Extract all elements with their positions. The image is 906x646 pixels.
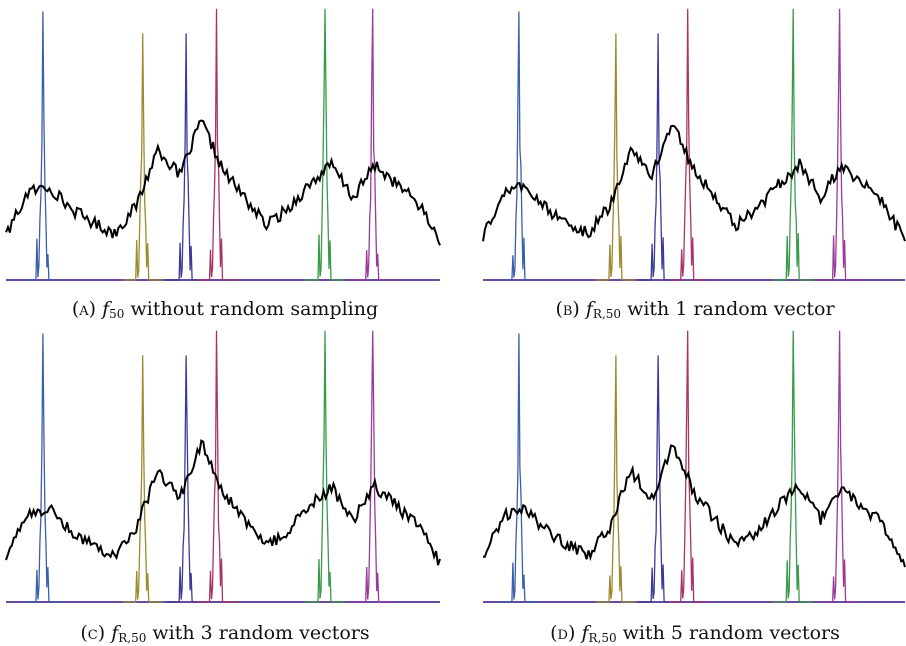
- caption-a: (a) f50 without random sampling: [71, 298, 379, 321]
- peak-indigo: [166, 33, 207, 281]
- peak-green: [304, 8, 345, 281]
- peak-magenta: [819, 8, 860, 281]
- peak-olive: [122, 33, 163, 281]
- peak-blue: [22, 333, 63, 603]
- peak-blue: [498, 333, 539, 603]
- panel-b: [482, 4, 906, 284]
- peak-crimson: [196, 8, 237, 281]
- peak-indigo: [166, 355, 207, 603]
- peak-olive: [595, 355, 636, 603]
- panel-d-plot: [483, 330, 906, 603]
- peak-magenta: [819, 330, 860, 603]
- caption-c: (c) fR,50 with 3 random vectors: [80, 622, 370, 645]
- peak-crimson: [196, 330, 237, 603]
- caption-b: (b) fR,50 with 1 random vector: [555, 298, 835, 321]
- peak-crimson: [667, 8, 708, 281]
- peak-crimson: [667, 330, 708, 603]
- panel-c: [5, 326, 441, 606]
- peak-indigo: [638, 355, 679, 603]
- peak-green: [773, 330, 814, 603]
- signal-line: [482, 124, 906, 242]
- signal-line: [5, 119, 441, 246]
- peak-magenta: [352, 330, 393, 603]
- peak-blue: [22, 11, 63, 281]
- peak-indigo: [638, 33, 679, 281]
- signal-line: [5, 439, 441, 566]
- signal-line: [483, 444, 906, 568]
- panel-c-plot: [5, 330, 441, 603]
- caption-d: (d) fR,50 with 5 random vectors: [550, 622, 840, 645]
- peak-green: [773, 8, 814, 281]
- peak-magenta: [352, 8, 393, 281]
- panel-b-plot: [482, 8, 906, 281]
- panel-a-plot: [5, 8, 441, 281]
- peak-olive: [122, 355, 163, 603]
- panel-a: [5, 4, 441, 284]
- peak-blue: [498, 11, 539, 281]
- panel-d: [483, 326, 906, 606]
- peak-green: [304, 330, 345, 603]
- peak-olive: [595, 33, 636, 281]
